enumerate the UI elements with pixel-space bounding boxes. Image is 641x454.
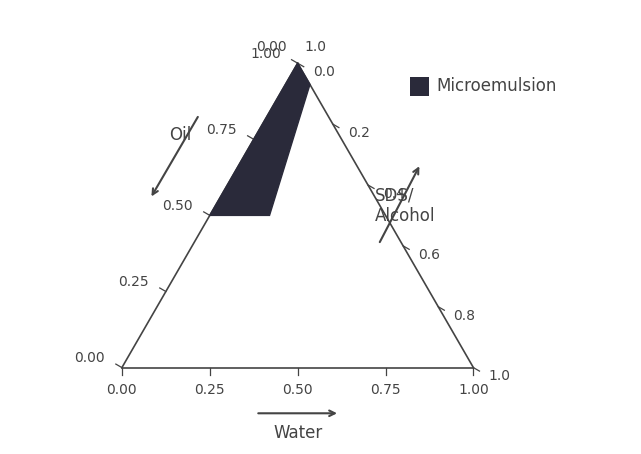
Text: 1.00: 1.00 xyxy=(250,46,281,60)
Text: Oil: Oil xyxy=(169,126,191,144)
Bar xyxy=(410,77,429,96)
Text: 0.50: 0.50 xyxy=(162,199,193,213)
Text: 1.0: 1.0 xyxy=(488,370,511,383)
Text: 0.75: 0.75 xyxy=(206,123,237,137)
Text: 1.0: 1.0 xyxy=(304,40,327,54)
Text: 1.00: 1.00 xyxy=(458,384,489,397)
Text: 0.0: 0.0 xyxy=(313,65,335,79)
Polygon shape xyxy=(210,63,310,215)
Text: 0.50: 0.50 xyxy=(282,384,313,397)
Text: 0.25: 0.25 xyxy=(119,275,149,289)
Text: 0.00: 0.00 xyxy=(106,384,137,397)
Text: 0.8: 0.8 xyxy=(453,309,476,322)
Text: 0.4: 0.4 xyxy=(383,187,405,201)
Text: 0.6: 0.6 xyxy=(419,247,440,262)
Text: 0.75: 0.75 xyxy=(370,384,401,397)
Text: Water: Water xyxy=(273,424,322,442)
Text: 0.2: 0.2 xyxy=(348,126,370,140)
Text: Microemulsion: Microemulsion xyxy=(437,77,557,95)
Text: SDS/
Alcohol: SDS/ Alcohol xyxy=(375,187,435,225)
Text: 0.00: 0.00 xyxy=(256,40,287,54)
Text: 0.00: 0.00 xyxy=(74,351,105,365)
Text: 0.25: 0.25 xyxy=(194,384,225,397)
